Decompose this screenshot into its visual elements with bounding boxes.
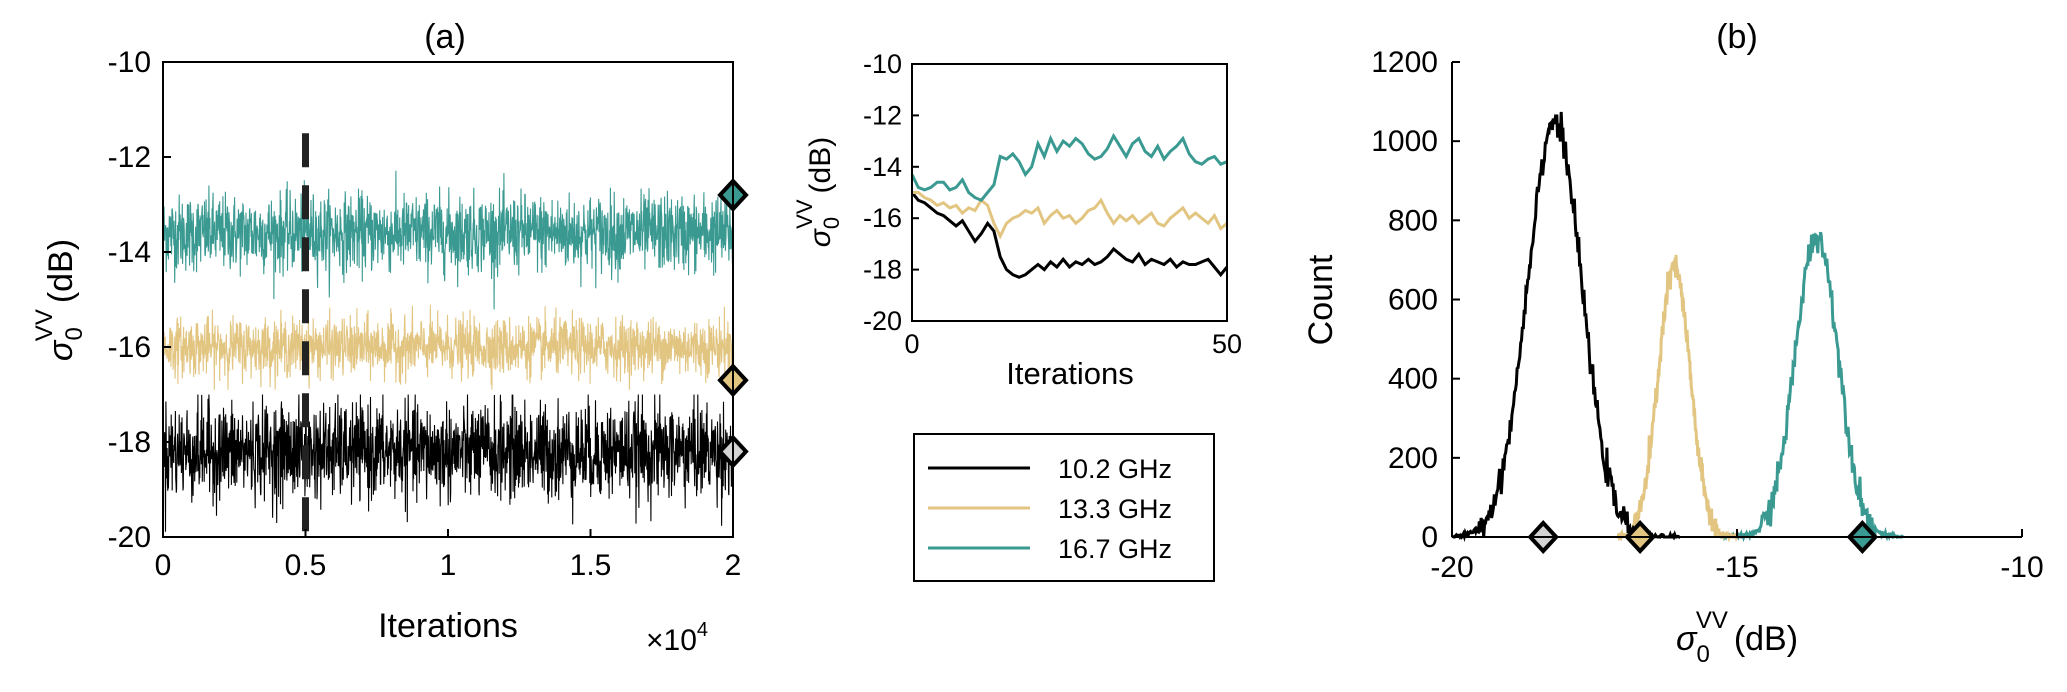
panel-b-series-13-3-GHz: [1616, 254, 1739, 543]
panel-a-plot-area: [162, 133, 749, 537]
svg-text:σ0VV(dB): σ0VV(dB): [1676, 607, 1798, 668]
panel-a-x-ticks: 0 0.5 1 1.5 2: [155, 529, 742, 582]
panel-b-y-tick-label: 600: [1388, 284, 1438, 317]
panel-a-y-tick-label: -16: [108, 331, 151, 364]
inset-y-tick-label: -12: [863, 100, 902, 130]
inset-y-tick-label: -10: [863, 49, 902, 79]
inset-x-tick-label: 50: [1212, 329, 1242, 359]
panel-a: (a) 0 0.5 1 1.5 2 -10 -12 -14 -16 -18 -20 Iterati…: [31, 18, 749, 657]
inset-y-ticks: -10 -12 -14 -16 -18 -20: [863, 49, 919, 336]
inset-y-tick-label: -18: [863, 255, 902, 285]
panel-b-x-label: σ0VV (dB): [1676, 607, 1798, 668]
svg-text:Count: Count: [1302, 254, 1340, 345]
panel-b-y-tick-label: 1000: [1371, 125, 1438, 158]
inset-series-16-7-GHz: [910, 132, 1228, 203]
panel-a-x-tick-label: 1.5: [570, 549, 612, 582]
panel-a-y-label: σ0VV(dB): [31, 239, 88, 361]
panel-b-x-tick-label: -15: [1715, 551, 1758, 584]
inset-x-label: Iterations: [1006, 356, 1134, 391]
panel-b: (b) -20 -15 -10 0 200 400 600 800 1000 1200 Coun…: [1302, 18, 2044, 668]
panel-a-y-tick-label: -12: [108, 141, 151, 174]
panel-a-x-tick-label: 0: [155, 549, 172, 582]
panel-b-y-ticks: 0 200 400 600 800 1000 1200: [1371, 46, 1460, 554]
panel-a-series-16-7-GHz: [162, 170, 734, 310]
panel-b-x-tick-label: -10: [2000, 551, 2043, 584]
inset-x-ticks: 0 50: [904, 314, 1242, 359]
panel-a-y-tick-label: -20: [108, 521, 151, 554]
panel-b-y-label: Count: [1302, 254, 1340, 345]
panel-a-title: (a): [424, 18, 466, 56]
panel-b-y-tick-label: 800: [1388, 204, 1438, 237]
panel-a-y-tick-label: -18: [108, 426, 151, 459]
legend-label-13-3: 13.3 GHz: [1058, 494, 1172, 524]
inset-axes-box: [911, 63, 1228, 322]
panel-a-y-ticks: -10 -12 -14 -16 -18 -20: [108, 46, 171, 554]
panel-a-series-10-2-GHz: [162, 394, 734, 532]
legend-label-10-2: 10.2 GHz: [1058, 454, 1172, 484]
inset-y-label: σ0VV(dB): [792, 137, 844, 247]
panel-b-y-tick-label: 400: [1388, 363, 1438, 396]
inset-plot-area: [910, 132, 1229, 279]
inset-series-13-3-GHz: [912, 191, 1228, 240]
panel-a-x-label: Iterations: [378, 607, 518, 645]
panel-a-x-tick-label: 1: [440, 549, 457, 582]
svg-text:σ0VV(dB): σ0VV(dB): [792, 137, 844, 247]
panel-b-series-16-7-GHz: [1719, 231, 1904, 543]
panel-b-title: (b): [1716, 18, 1758, 56]
panel-b-x-ticks: -20 -15 -10: [1430, 529, 2044, 584]
panel-b-y-tick-label: 1200: [1371, 46, 1438, 79]
panel-a-x-exponent: ×104: [646, 619, 708, 657]
inset-panel: 0 50 -10 -12 -14 -16 -18 -20 Iterations σ0VV(d…: [792, 49, 1242, 391]
panel-a-x-tick-label: 0.5: [285, 549, 327, 582]
inset-y-tick-label: -20: [863, 306, 902, 336]
panel-a-y-tick-label: -14: [108, 236, 151, 269]
inset-y-tick-label: -16: [863, 203, 902, 233]
panel-b-y-tick-label: 0: [1421, 521, 1438, 554]
inset-y-tick-label: -14: [863, 152, 902, 182]
panel-a-series-13-3-GHz: [162, 304, 734, 390]
inset-series-10-2-GHz: [910, 191, 1229, 279]
svg-text:σ0VV(dB): σ0VV(dB): [31, 239, 88, 361]
panel-a-y-tick-label: -10: [108, 46, 151, 79]
panel-b-x-tick-label: -20: [1430, 551, 1473, 584]
panel-b-y-tick-label: 200: [1388, 442, 1438, 475]
legend: 10.2 GHz 13.3 GHz 16.7 GHz: [913, 433, 1215, 582]
inset-x-tick-label: 0: [904, 329, 919, 359]
legend-label-16-7: 16.7 GHz: [1058, 534, 1172, 564]
panel-b-plot-area: [1451, 111, 1904, 554]
panel-a-x-tick-label: 2: [725, 549, 742, 582]
